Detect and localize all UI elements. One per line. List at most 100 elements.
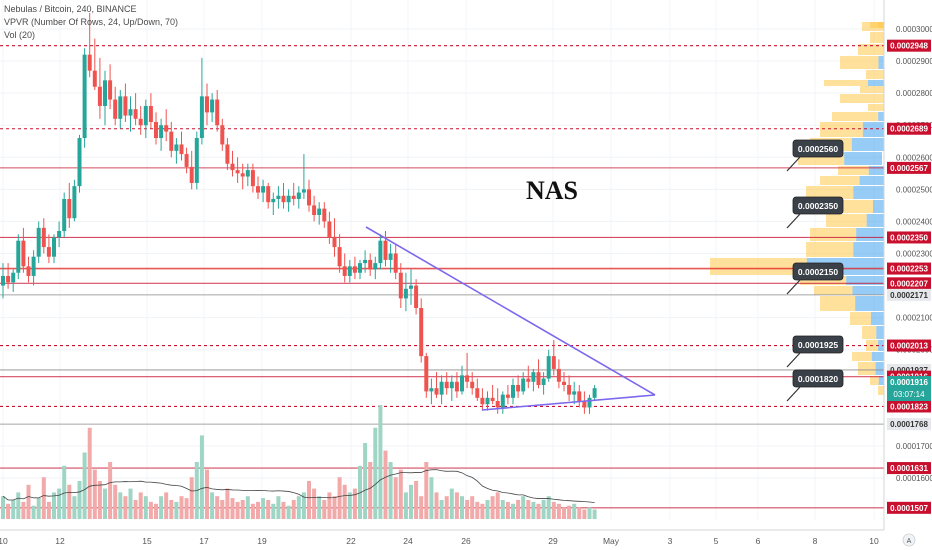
candle-body <box>505 394 510 398</box>
candle-body <box>77 138 82 187</box>
volume-bar <box>82 452 87 519</box>
candle-body <box>301 189 306 193</box>
candle-body <box>281 195 286 203</box>
candle-body <box>21 240 26 267</box>
triangle-trendlines[interactable] <box>365 226 656 411</box>
vpvr-row-down <box>853 186 892 199</box>
candle-body <box>485 397 490 405</box>
volume-bar <box>572 503 577 519</box>
volume-bar <box>6 503 11 519</box>
volume-bar <box>215 496 220 519</box>
candle-body <box>82 54 87 139</box>
volume-bar <box>57 488 62 519</box>
level-label: 0.0002350 <box>890 233 928 242</box>
level-label: 0.0001768 <box>890 420 928 429</box>
level-label: 0.0001937 <box>890 366 928 375</box>
vpvr-row-up <box>862 22 890 31</box>
current-price-background <box>887 376 931 401</box>
volume-bar <box>424 462 429 519</box>
volume-bar <box>368 462 373 519</box>
candle-body <box>97 86 102 106</box>
volume-bar <box>205 469 209 519</box>
volume-bar <box>256 501 260 519</box>
volume-bar <box>541 500 546 519</box>
candle-body <box>199 96 204 139</box>
volume-bar <box>347 492 352 519</box>
candle-body <box>551 356 556 369</box>
candle-body <box>230 163 235 171</box>
candle-body <box>205 96 209 113</box>
volume-bar <box>383 450 388 519</box>
candle-body <box>495 401 500 408</box>
volume-bar <box>516 500 521 519</box>
vpvr-row-up <box>858 44 893 55</box>
price-callout: 0.0002560 <box>786 139 844 172</box>
vpvr-row-down <box>876 326 888 339</box>
candle-body <box>133 109 138 119</box>
volume-bar <box>67 484 72 519</box>
price-callout: 0.0001925 <box>786 335 844 368</box>
candle-body <box>460 375 464 392</box>
candle-body <box>16 240 21 273</box>
callout-label: 0.0001925 <box>798 340 838 350</box>
volume-bar <box>312 488 317 519</box>
price-tick-label: 0.0002900 <box>896 57 932 66</box>
candle-body <box>409 285 413 289</box>
auto-scale-button[interactable] <box>902 533 916 547</box>
vpvr-row-up <box>806 186 854 199</box>
volume-bar <box>62 465 67 519</box>
candle-body <box>434 388 439 395</box>
candle-body <box>572 391 577 395</box>
price-tick-label: 0.0002300 <box>896 250 932 259</box>
time-axis[interactable]: 10 12 15 17 19 22 24 26 29 May 3 5 6 8 10 A <box>0 529 932 550</box>
volume-bar <box>454 492 459 519</box>
time-tick-label: May <box>603 536 620 546</box>
candle-body <box>215 99 220 126</box>
volume-bar <box>556 503 561 519</box>
candle-body <box>465 375 470 382</box>
candle-body <box>546 356 551 379</box>
vpvr-row-down <box>859 176 892 185</box>
volume-bar <box>551 501 556 519</box>
candle-body <box>378 240 383 264</box>
volume-bar <box>291 500 296 519</box>
vpvr-row-down <box>871 352 888 361</box>
candle-body <box>36 227 41 257</box>
vpvr-row-down <box>855 296 884 311</box>
callout-box <box>792 262 844 281</box>
time-tick-label: 22 <box>346 536 356 546</box>
candle-body <box>556 368 561 382</box>
candle-body <box>592 388 597 398</box>
time-tick-label: 15 <box>142 536 152 546</box>
volume-bar <box>332 496 337 519</box>
candle-body <box>577 391 582 402</box>
candle-body <box>312 205 317 216</box>
volume-bar <box>240 500 245 519</box>
volume-bar <box>16 492 21 519</box>
candle-body <box>531 372 536 382</box>
candle-body <box>250 170 255 187</box>
level-label-background <box>887 122 931 135</box>
volume-bar <box>439 500 444 519</box>
candle-body <box>148 105 153 123</box>
candle-body <box>113 99 118 119</box>
volume-bar <box>449 488 454 519</box>
volume-bar <box>546 496 551 519</box>
volume-bar <box>230 498 235 519</box>
time-tick-label: 26 <box>461 536 471 546</box>
candle-body <box>363 259 368 264</box>
price-tick-label: 0.0002100 <box>896 314 932 323</box>
candle-body <box>103 80 107 106</box>
candle-body <box>347 266 352 276</box>
callout-box <box>792 335 844 354</box>
level-label: 0.0002567 <box>890 164 928 173</box>
level-label-background <box>887 339 931 352</box>
level-label: 0.0001631 <box>890 464 928 473</box>
volume-bar <box>592 509 597 519</box>
vpvr-row-up <box>870 376 879 385</box>
candle-body <box>87 54 92 71</box>
time-tick-label: 19 <box>257 536 267 546</box>
price-axis[interactable]: 0.00030000.00029000.00028000.00027000.00… <box>883 0 932 550</box>
candle-body <box>337 247 342 267</box>
